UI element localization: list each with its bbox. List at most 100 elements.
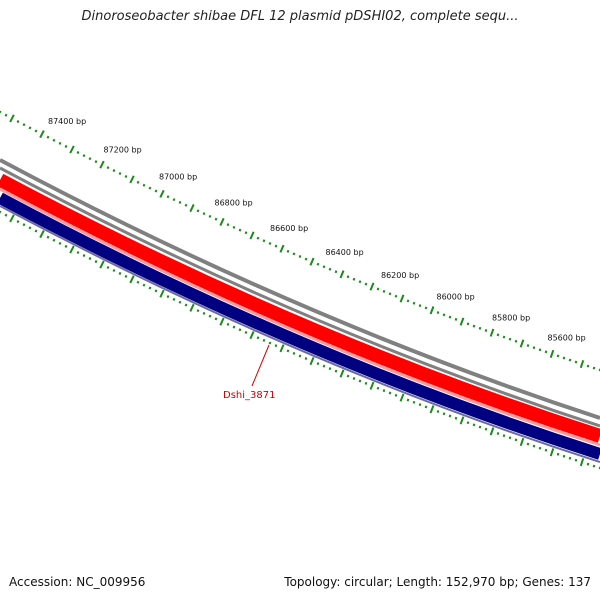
minor-tick — [562, 356, 566, 360]
minor-tick — [364, 381, 368, 385]
minor-tick — [322, 265, 326, 269]
minor-tick — [526, 344, 530, 348]
minor-tick — [388, 391, 392, 395]
major-tick — [579, 359, 585, 369]
minor-tick — [472, 423, 476, 427]
minor-tick — [514, 339, 518, 343]
minor-tick — [526, 442, 530, 446]
ruler-label: 86000 bp — [437, 293, 475, 302]
major-tick — [549, 448, 555, 457]
minor-tick — [436, 311, 440, 315]
minor-tick — [334, 270, 338, 274]
minor-tick — [202, 311, 206, 315]
minor-tick — [376, 386, 380, 390]
minor-tick — [304, 257, 308, 261]
minor-tick — [136, 180, 140, 184]
minor-tick — [274, 244, 278, 248]
forward-strand-track[interactable] — [0, 173, 600, 443]
major-tick — [189, 303, 195, 312]
minor-tick — [184, 203, 188, 207]
minor-tick — [154, 189, 158, 193]
minor-tick — [394, 393, 398, 397]
minor-tick — [316, 262, 320, 266]
minor-tick — [262, 338, 266, 342]
minor-tick — [298, 354, 302, 358]
minor-tick — [316, 362, 320, 366]
minor-tick — [376, 287, 380, 291]
minor-tick — [154, 289, 158, 293]
minor-tick — [232, 225, 236, 229]
minor-tick — [562, 454, 566, 458]
major-tick — [549, 349, 555, 359]
outer-ruler — [0, 110, 600, 372]
major-tick — [189, 204, 195, 213]
minor-tick — [94, 160, 98, 164]
minor-tick — [52, 238, 56, 242]
major-tick — [69, 145, 75, 154]
minor-tick — [412, 400, 416, 404]
minor-tick — [496, 333, 500, 337]
minor-tick — [0, 110, 2, 114]
minor-tick — [448, 414, 452, 418]
reverse-strand-track[interactable] — [0, 192, 600, 460]
minor-tick — [472, 324, 476, 328]
gene-label-dshi-3871[interactable]: Dshi_3871 — [223, 390, 275, 401]
minor-tick — [142, 183, 146, 187]
minor-tick — [298, 255, 302, 258]
major-tick — [309, 257, 315, 266]
major-tick — [519, 437, 525, 447]
minor-tick — [178, 200, 182, 204]
ruler-labels: 87400 bp 87200 bp 87000 bp 86800 bp 86600 bp… — [48, 117, 586, 342]
minor-tick — [262, 239, 266, 243]
minor-tick — [34, 129, 38, 133]
major-tick — [99, 160, 105, 169]
major-tick — [429, 405, 435, 414]
minor-tick — [388, 292, 392, 296]
minor-tick — [484, 427, 488, 431]
minor-tick — [532, 444, 536, 448]
minor-tick — [466, 322, 470, 326]
reverse-strand-edge — [0, 205, 600, 463]
backbone-inner — [0, 166, 600, 428]
minor-tick — [118, 271, 122, 275]
minor-tick — [28, 126, 32, 130]
major-tick — [9, 214, 15, 223]
minor-tick — [46, 135, 50, 139]
minor-tick — [508, 436, 512, 440]
minor-tick — [34, 229, 38, 233]
ruler-label: 85800 bp — [492, 314, 530, 323]
minor-tick — [88, 157, 92, 161]
backbone-outer — [0, 158, 600, 420]
minor-tick — [448, 315, 452, 319]
minor-tick — [364, 282, 368, 286]
minor-tick — [64, 244, 68, 248]
minor-tick — [58, 241, 62, 245]
ruler-label: 86200 bp — [381, 271, 419, 280]
major-tick — [249, 231, 255, 240]
ruler-label: 86600 bp — [270, 224, 308, 233]
major-tick — [279, 244, 285, 253]
minor-tick — [352, 277, 356, 281]
minor-tick — [22, 123, 26, 127]
minor-tick — [196, 309, 200, 313]
minor-tick — [4, 213, 8, 217]
accession-text: Accession: NC_009956 — [9, 575, 146, 589]
minor-tick — [334, 369, 338, 373]
major-tick — [219, 217, 225, 226]
major-tick — [219, 317, 225, 326]
minor-tick — [58, 141, 62, 145]
major-tick — [429, 306, 435, 315]
major-tick — [459, 317, 465, 326]
minor-tick — [214, 217, 218, 221]
major-tick — [129, 275, 135, 284]
minor-tick — [286, 349, 290, 353]
minor-tick — [502, 434, 506, 438]
minor-tick — [244, 330, 248, 334]
minor-tick — [568, 358, 572, 362]
minor-tick — [442, 412, 446, 416]
minor-tick — [22, 223, 26, 227]
minor-tick — [586, 462, 590, 466]
minor-tick — [256, 336, 260, 340]
minor-tick — [268, 341, 272, 345]
major-tick — [159, 289, 165, 298]
